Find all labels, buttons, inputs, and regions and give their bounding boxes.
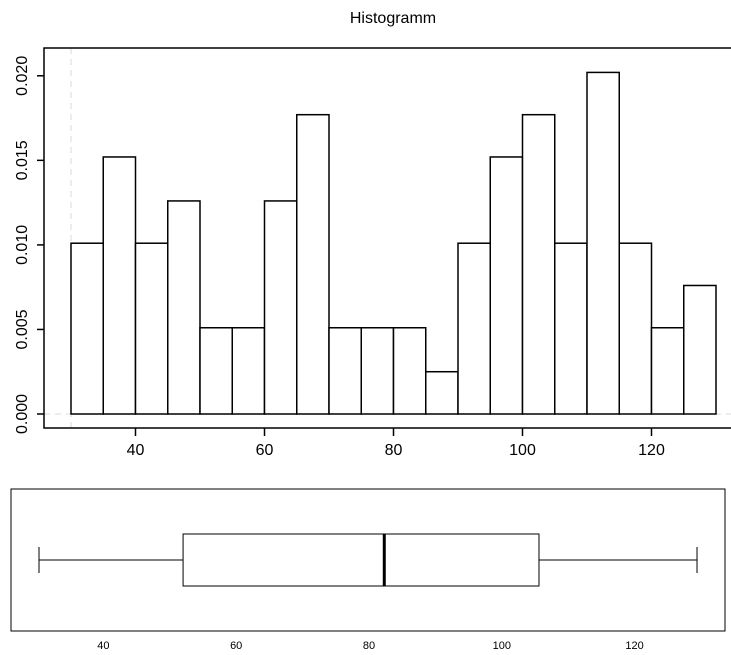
x-tick-label: 100 [509,442,536,459]
histogram-bar [231,327,266,415]
histogram-bar [360,327,395,415]
histogram-bar [618,242,653,415]
y-tick-label: 0.005 [14,309,31,349]
histogram-bar [134,242,169,415]
histogram-bar [296,113,330,415]
histogram-bar [683,284,717,415]
histogram-bar [489,156,524,415]
histogram-plot-frame [43,47,731,429]
x-tick-label: 60 [256,442,274,459]
histogram-x-axis: 40 60 80 100 120 [127,428,665,459]
boxplot-frame [10,488,726,632]
histogram-bar [102,156,137,415]
y-tick-label: 0.000 [14,394,31,434]
boxplot-box [182,533,540,587]
histogram-bar [199,327,233,415]
boxplot [38,533,698,587]
histogram-bar [328,327,362,415]
histogram-bar [167,200,201,415]
histogram-bar [263,200,298,415]
y-tick-label: 0.015 [14,140,31,180]
boxplot-x-tick-label: 120 [625,640,643,652]
chart-title: Histogramm [350,10,436,27]
histogram-bar [425,370,459,415]
x-tick-label: 120 [638,442,665,459]
boxplot-x-tick-label: 100 [493,640,511,652]
histogram-bar [392,327,427,415]
histogram-bar [586,71,620,415]
boxplot-x-tick-label: 40 [97,640,109,652]
y-tick-label: 0.020 [14,56,31,96]
boxplot-x-tick-label: 60 [230,640,242,652]
histogram-y-axis: 0.000 0.005 0.010 0.015 0.020 [14,56,44,434]
histogram-bars [70,71,717,415]
x-tick-label: 80 [385,442,403,459]
boxplot-x-axis: 40 60 80 100 120 [97,640,644,652]
histogram-bar [521,113,556,415]
x-tick-label: 40 [127,442,145,459]
histogram-bar [554,242,588,415]
histogram-bar [650,327,685,415]
y-tick-label: 0.010 [14,225,31,265]
boxplot-x-tick-label: 80 [363,640,375,652]
histogram-bar [457,242,491,415]
histogram-bar [70,242,104,415]
